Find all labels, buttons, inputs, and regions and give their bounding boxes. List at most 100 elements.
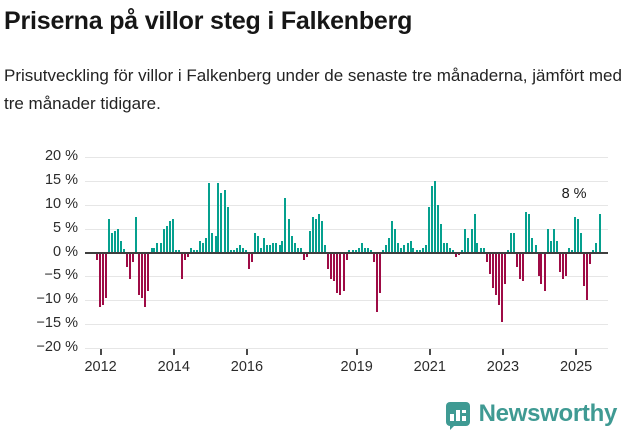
bar: [595, 242, 598, 253]
bar: [241, 247, 244, 253]
bar: [107, 219, 110, 253]
bar: [574, 216, 577, 253]
bar: [543, 252, 546, 291]
bar: [500, 252, 503, 322]
bar: [226, 207, 229, 253]
bar: [98, 252, 101, 308]
x-axis-tick: [99, 348, 102, 355]
bar: [357, 247, 360, 253]
bar: [552, 228, 555, 253]
bar: [217, 183, 220, 253]
bar: [589, 252, 592, 265]
bar: [180, 252, 183, 279]
bar: [391, 221, 394, 253]
y-axis-tick-label: −20 %: [36, 339, 78, 355]
x-axis-tick-label: 2012: [84, 359, 117, 375]
logo-bar-2: [455, 410, 460, 421]
bar: [339, 252, 342, 296]
bar: [403, 245, 406, 253]
bar: [232, 250, 235, 253]
bar: [229, 250, 232, 253]
y-axis-tick-label: 0 %: [53, 243, 78, 260]
gridline: [85, 300, 608, 302]
bar: [415, 250, 418, 253]
bar: [564, 252, 567, 277]
bar: [449, 247, 451, 253]
bar: [269, 245, 272, 253]
bar: [510, 233, 513, 253]
bar: [153, 247, 156, 253]
bar: [144, 252, 147, 308]
bar: [476, 242, 479, 253]
bar: [598, 214, 601, 253]
bar: [549, 240, 552, 253]
bar: [436, 204, 439, 253]
bar: [147, 252, 150, 291]
bar: [562, 252, 564, 279]
bar: [348, 250, 351, 253]
bar: [452, 250, 455, 253]
bar: [330, 252, 333, 279]
bar: [424, 245, 427, 253]
bar: [205, 238, 208, 253]
bar: [434, 180, 436, 253]
bar: [439, 223, 442, 253]
bar: [150, 247, 153, 253]
bar: [482, 247, 485, 253]
bar: [196, 250, 199, 253]
gridline: [85, 157, 608, 158]
bar: [464, 228, 467, 253]
bar: [223, 190, 226, 253]
bar: [192, 250, 195, 253]
bar: [528, 214, 531, 253]
bar: [537, 252, 540, 277]
bar: [375, 252, 378, 313]
bar: [555, 240, 558, 253]
bar: [110, 233, 113, 253]
bar: [577, 219, 579, 253]
bar: [162, 228, 165, 253]
bar: [132, 252, 135, 263]
chart-subtitle: Prisutveckling för villor i Falkenberg u…: [4, 66, 622, 113]
bar: [287, 219, 290, 253]
bar: [498, 252, 500, 306]
bar: [586, 252, 589, 301]
bar: [421, 247, 424, 253]
y-axis-tick-label: −10 %: [36, 291, 78, 308]
bar: [342, 252, 345, 291]
bar: [345, 252, 348, 260]
bar: [311, 216, 314, 253]
bar: [238, 245, 241, 253]
bar: [516, 252, 519, 267]
gridline: [85, 180, 608, 182]
gridline: [85, 276, 608, 278]
bar: [126, 252, 129, 267]
x-axis-tick: [355, 348, 358, 355]
x-axis-tick: [501, 348, 504, 355]
x-axis-tick-label: 2021: [413, 359, 446, 375]
bar: [275, 242, 278, 253]
bar: [354, 250, 357, 253]
bar: [571, 250, 574, 253]
bar: [418, 250, 421, 253]
bar: [315, 219, 318, 253]
bar: [379, 252, 382, 294]
bar: [388, 238, 391, 253]
bar: [296, 247, 299, 253]
bar: [446, 242, 449, 253]
bar: [558, 252, 561, 272]
bar: [366, 247, 369, 253]
plot-area: [85, 157, 608, 349]
page-title: Priserna på villor steg i Falkenberg: [4, 7, 413, 35]
bar: [159, 242, 162, 253]
bar: [211, 233, 214, 253]
bar: [116, 228, 119, 253]
brand-name: Newsworthy: [478, 400, 618, 427]
y-axis-tick-label: 20 %: [44, 148, 78, 164]
bar: [473, 214, 476, 253]
zero-line: [85, 251, 608, 254]
bar: [327, 252, 330, 270]
gridline: [85, 348, 608, 349]
y-axis-tick-label: 5 %: [53, 219, 78, 236]
bar: [187, 252, 190, 258]
